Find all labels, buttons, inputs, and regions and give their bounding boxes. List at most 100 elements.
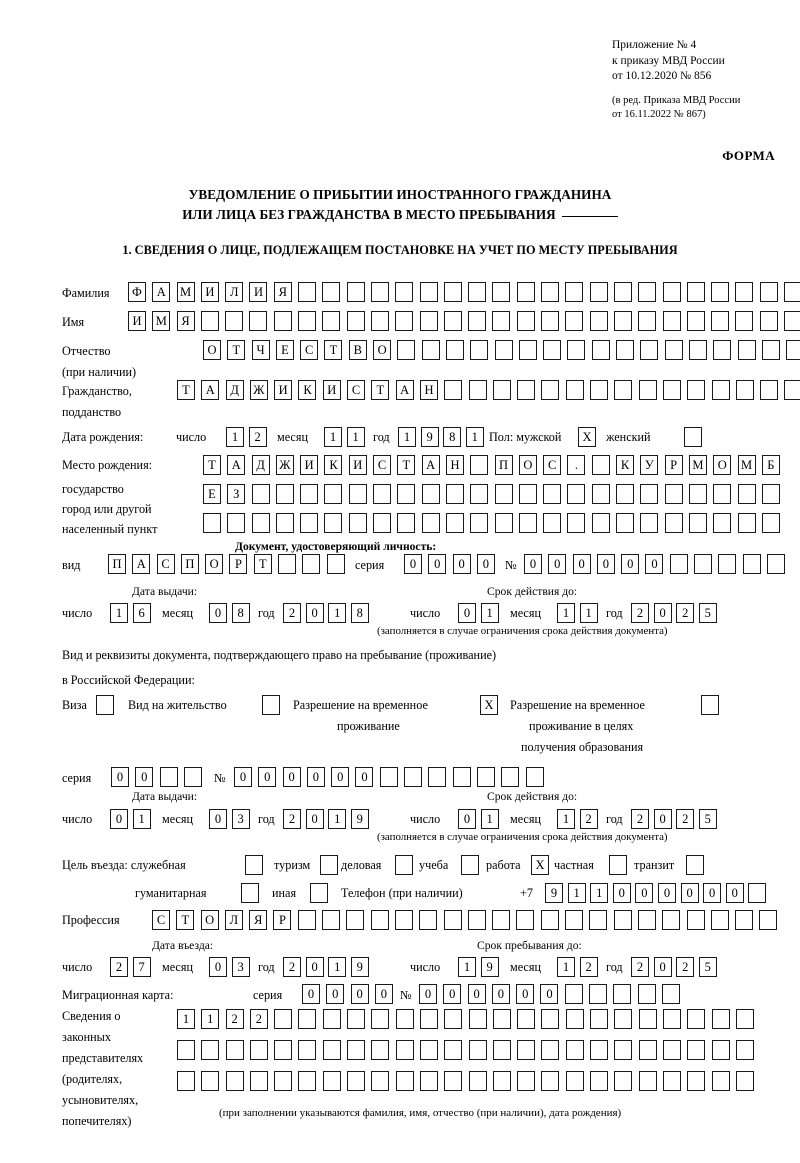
cell[interactable]: Р <box>273 910 292 930</box>
cell[interactable] <box>421 513 440 533</box>
cell[interactable] <box>565 910 584 930</box>
cell[interactable] <box>468 1009 487 1029</box>
cell[interactable]: 5 <box>698 809 717 829</box>
cell[interactable] <box>591 513 610 533</box>
cell[interactable] <box>662 910 681 930</box>
cell[interactable] <box>735 1009 754 1029</box>
cell[interactable] <box>759 282 778 302</box>
cell[interactable] <box>662 1071 681 1091</box>
cell[interactable]: 9 <box>350 957 369 977</box>
cell[interactable] <box>711 282 730 302</box>
cell[interactable] <box>518 484 537 504</box>
cell[interactable]: Н <box>445 455 464 475</box>
cell[interactable]: 0 <box>209 809 227 829</box>
cell[interactable] <box>297 910 316 930</box>
cell[interactable] <box>249 1071 268 1091</box>
cell[interactable] <box>347 1009 366 1029</box>
cell[interactable]: 0 <box>209 603 227 623</box>
cell[interactable] <box>590 380 609 400</box>
cell[interactable] <box>589 282 608 302</box>
cell[interactable] <box>347 1071 366 1091</box>
cell[interactable]: Т <box>203 455 221 475</box>
cell[interactable] <box>322 910 341 930</box>
cell[interactable] <box>637 910 656 930</box>
cell[interactable] <box>737 513 756 533</box>
cell[interactable]: П <box>180 554 199 574</box>
purpose-other-checkbox[interactable] <box>310 883 328 903</box>
cell[interactable]: 3 <box>231 809 250 829</box>
cell[interactable] <box>370 910 389 930</box>
cell[interactable]: 1 <box>557 603 575 623</box>
purpose-humanitarian-checkbox[interactable] <box>241 883 259 903</box>
cell[interactable]: М <box>176 282 195 302</box>
cell[interactable]: М <box>688 455 707 475</box>
cell[interactable]: 2 <box>283 603 301 623</box>
cell[interactable] <box>302 554 321 574</box>
cell[interactable]: Н <box>419 380 438 400</box>
cell[interactable] <box>428 767 447 787</box>
cell[interactable] <box>614 1071 633 1091</box>
cell[interactable] <box>159 767 178 787</box>
cell[interactable]: Ж <box>275 455 294 475</box>
cell[interactable] <box>445 513 464 533</box>
cell[interactable] <box>541 1071 560 1091</box>
cell[interactable] <box>638 311 657 331</box>
cell[interactable] <box>225 1071 244 1091</box>
cell[interactable] <box>468 311 487 331</box>
cell[interactable]: 2 <box>676 957 695 977</box>
cell[interactable] <box>300 484 319 504</box>
cell[interactable]: О <box>373 340 392 360</box>
cell[interactable] <box>766 554 785 574</box>
cell[interactable]: С <box>347 380 366 400</box>
purpose-tourism-checkbox[interactable] <box>320 855 338 875</box>
cell[interactable]: А <box>395 380 414 400</box>
purpose-official-checkbox[interactable] <box>245 855 263 875</box>
cell[interactable]: Т <box>177 380 195 400</box>
cell[interactable] <box>278 554 297 574</box>
cell[interactable] <box>225 1040 244 1060</box>
cell[interactable] <box>688 513 707 533</box>
cell[interactable] <box>589 311 608 331</box>
cell[interactable] <box>373 513 392 533</box>
cell[interactable]: П <box>494 455 513 475</box>
cell[interactable] <box>760 380 779 400</box>
cell[interactable]: 0 <box>374 984 393 1004</box>
cell[interactable]: А <box>227 455 246 475</box>
cell[interactable]: 0 <box>135 767 154 787</box>
cell[interactable]: О <box>203 340 221 360</box>
cell[interactable]: 8 <box>443 427 462 447</box>
cell[interactable] <box>443 282 462 302</box>
cell[interactable] <box>614 1009 633 1029</box>
purpose-business-checkbox[interactable] <box>395 855 413 875</box>
cell[interactable] <box>664 340 683 360</box>
cell[interactable] <box>759 910 778 930</box>
cell[interactable] <box>589 910 608 930</box>
cell[interactable] <box>541 311 560 331</box>
cell[interactable] <box>298 282 317 302</box>
cell[interactable]: П <box>108 554 126 574</box>
cell[interactable] <box>443 311 462 331</box>
cell[interactable]: 0 <box>645 554 664 574</box>
cell[interactable] <box>687 380 706 400</box>
cell[interactable] <box>517 1009 536 1029</box>
cell[interactable]: О <box>518 455 537 475</box>
cell[interactable] <box>686 910 705 930</box>
cell[interactable] <box>711 380 730 400</box>
cell[interactable]: 2 <box>283 957 301 977</box>
cell[interactable]: Т <box>176 910 195 930</box>
cell[interactable] <box>541 1040 560 1060</box>
cell[interactable] <box>710 910 729 930</box>
cell[interactable]: К <box>324 455 343 475</box>
cell[interactable] <box>395 1040 414 1060</box>
cell[interactable] <box>565 1040 584 1060</box>
cell[interactable] <box>251 513 270 533</box>
